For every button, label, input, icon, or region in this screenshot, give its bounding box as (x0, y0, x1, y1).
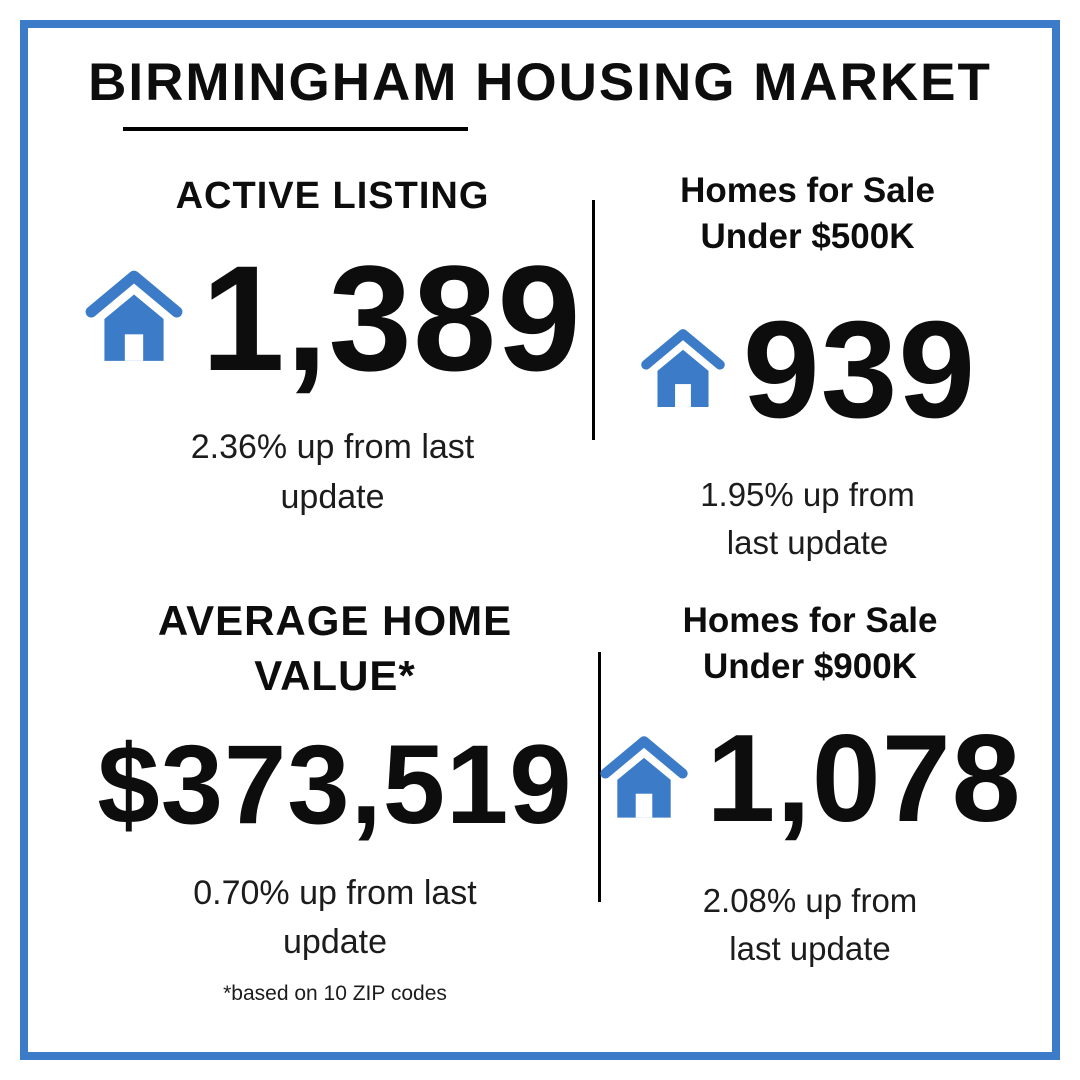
house-icon (641, 329, 725, 407)
stat-label: Homes for Sale Under $900K (615, 598, 1005, 689)
stat-value-row: 939 (615, 301, 1000, 439)
top-column-divider (592, 200, 595, 440)
stat-label-line: Homes for Sale (680, 171, 935, 210)
stat-change-line: 0.70% up from last (193, 874, 477, 913)
stat-value: 1,389 (201, 234, 582, 403)
stat-label: Homes for Sale Under $500K (615, 168, 1000, 259)
stat-card-under-500k: Homes for Sale Under $500K 939 1.95% up … (615, 168, 1000, 567)
stat-change: 1.95% up from last update (615, 471, 1000, 567)
title-underline (123, 127, 468, 131)
stat-card-average-home-value: AVERAGE HOME VALUE* $373,519 0.70% up fr… (55, 594, 615, 1006)
stat-label-line: Under $500K (700, 216, 915, 256)
stat-change-line: last update (726, 523, 889, 561)
stat-label-line: ACTIVE LISTING (175, 175, 490, 217)
stat-change: 0.70% up from last update (55, 869, 615, 968)
house-icon (600, 736, 689, 818)
stat-label: AVERAGE HOME VALUE* (55, 594, 615, 703)
house-icon (639, 326, 727, 414)
stat-label-line: Under $900K (703, 646, 917, 686)
stat-label-line: VALUE* (254, 651, 416, 699)
zip-codes-footnote: *based on 10 ZIP codes (223, 981, 447, 1005)
house-icon (85, 270, 183, 362)
stat-card-active-listing: ACTIVE LISTING 1,389 2.36% up from last … (55, 172, 610, 522)
stat-change-line: 1.95% up from (700, 476, 915, 513)
stat-change-line: update (283, 923, 387, 962)
bottom-column-divider (598, 652, 601, 902)
stat-card-under-900k: Homes for Sale Under $900K 1,078 2.08% u… (600, 598, 1021, 973)
page-title: BIRMINGHAM HOUSING MARKET (88, 53, 992, 112)
stat-change-line: 2.08% up from (702, 882, 918, 919)
stat-value: 1,078 (706, 710, 1022, 848)
stat-value: $373,519 (97, 722, 573, 848)
house-icon (598, 733, 690, 825)
stat-label: ACTIVE LISTING (55, 172, 610, 221)
stat-change-line: update (280, 477, 385, 516)
stat-label-line: AVERAGE HOME (157, 597, 513, 644)
stat-label-line: Homes for Sale (682, 601, 938, 640)
stat-value-row: 1,078 (600, 717, 1021, 841)
stat-change: 2.36% up from last update (55, 423, 610, 522)
stat-value: 939 (742, 293, 977, 447)
stat-change: 2.08% up from last update (615, 877, 1005, 973)
house-icon (83, 267, 185, 369)
stat-value-row: 1,389 (55, 243, 610, 393)
stat-change-line: 2.36% up from last (190, 428, 475, 467)
stat-change-line: last update (729, 929, 891, 967)
